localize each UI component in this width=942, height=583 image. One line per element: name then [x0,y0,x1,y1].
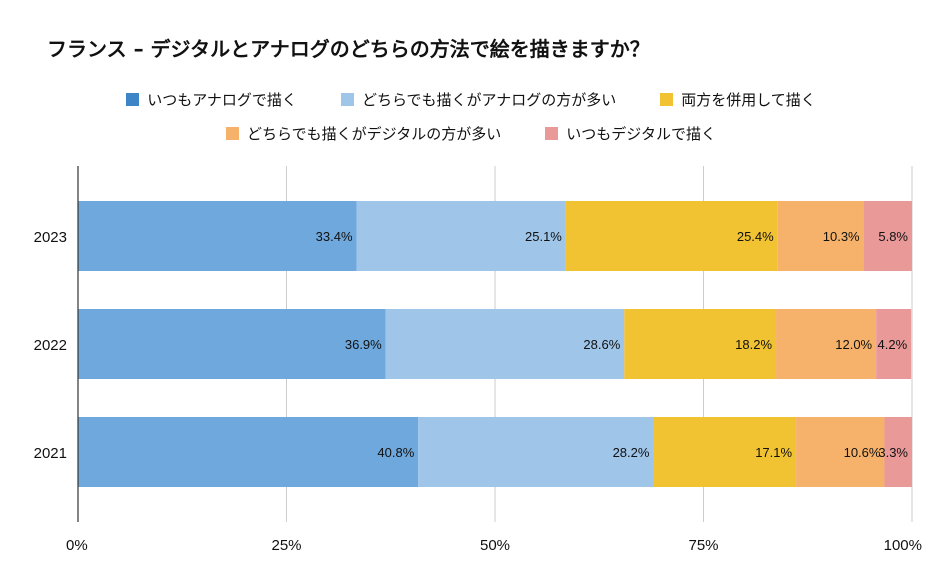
bar-segment [78,201,357,271]
legend-label: いつもアナログで描く [147,91,297,109]
legend-swatch [226,127,240,140]
chart-title: フランス – デジタルとアナログのどちらの方法で絵を描きますか？ [47,37,650,61]
legend-label: いつもデジタルで描く [566,125,716,143]
data-label: 28.6% [583,337,620,352]
bar-segment [776,309,877,379]
data-label: 5.8% [878,229,908,244]
legend-item-always-analog: いつもアナログで描く [126,89,297,110]
data-label: 18.2% [735,337,772,352]
bar-segment [78,309,386,379]
legend-item-always-digital: いつもデジタルで描く [545,123,716,144]
bar-segment [884,417,912,487]
data-label: 33.4% [316,229,353,244]
data-label: 3.3% [878,445,908,460]
y-tick-label: 2021 [34,445,67,462]
y-tick-label: 2022 [34,337,67,354]
data-label: 28.2% [613,445,650,460]
bar-segment [653,417,797,487]
y-tick-label: 2023 [34,229,67,246]
legend-label: どちらでも描くがアナログの方が多い [361,91,617,109]
legend-label: どちらでも描くがデジタルの方が多い [247,125,502,143]
legend-swatch [660,93,674,106]
data-label: 36.9% [345,337,382,352]
x-tick-label: 100% [884,537,922,554]
data-label: 25.4% [737,229,774,244]
legend-swatch [340,93,354,106]
data-label: 10.3% [823,229,860,244]
bar-segment [863,201,912,271]
x-tick-label: 50% [480,537,510,554]
data-label: 10.6% [844,445,881,460]
legend-row-2: どちらでも描くがデジタルの方が多い いつもデジタルで描く [0,123,942,144]
bar-segment [565,201,778,271]
bar-segment [356,201,566,271]
legend-swatch [545,127,559,140]
x-tick-label: 25% [271,537,301,554]
legend-item-mostly-analog: どちらでも描くがアナログの方が多い [340,89,617,110]
bar-segment [777,201,864,271]
x-tick-label: 0% [66,537,88,554]
x-tick-label: 75% [688,537,718,554]
legend-swatch [126,93,140,106]
data-label: 25.1% [525,229,562,244]
legend-label: 両方を併用して描く [681,91,816,109]
bar-segment [78,417,419,487]
data-label: 40.8% [377,445,414,460]
bar-segment [876,309,912,379]
data-label: 12.0% [835,337,872,352]
data-label: 4.2% [878,337,908,352]
bar-segment [418,417,654,487]
bar-segment [385,309,625,379]
legend-item-both: 両方を併用して描く [660,89,816,110]
legend-item-mostly-digital: どちらでも描くがデジタルの方が多い [226,123,501,144]
legend-row-1: いつもアナログで描く どちらでも描くがアナログの方が多い 両方を併用して描く [0,89,942,110]
bar-segment [624,309,777,379]
bar-segment [796,417,885,487]
data-label: 17.1% [755,445,792,460]
